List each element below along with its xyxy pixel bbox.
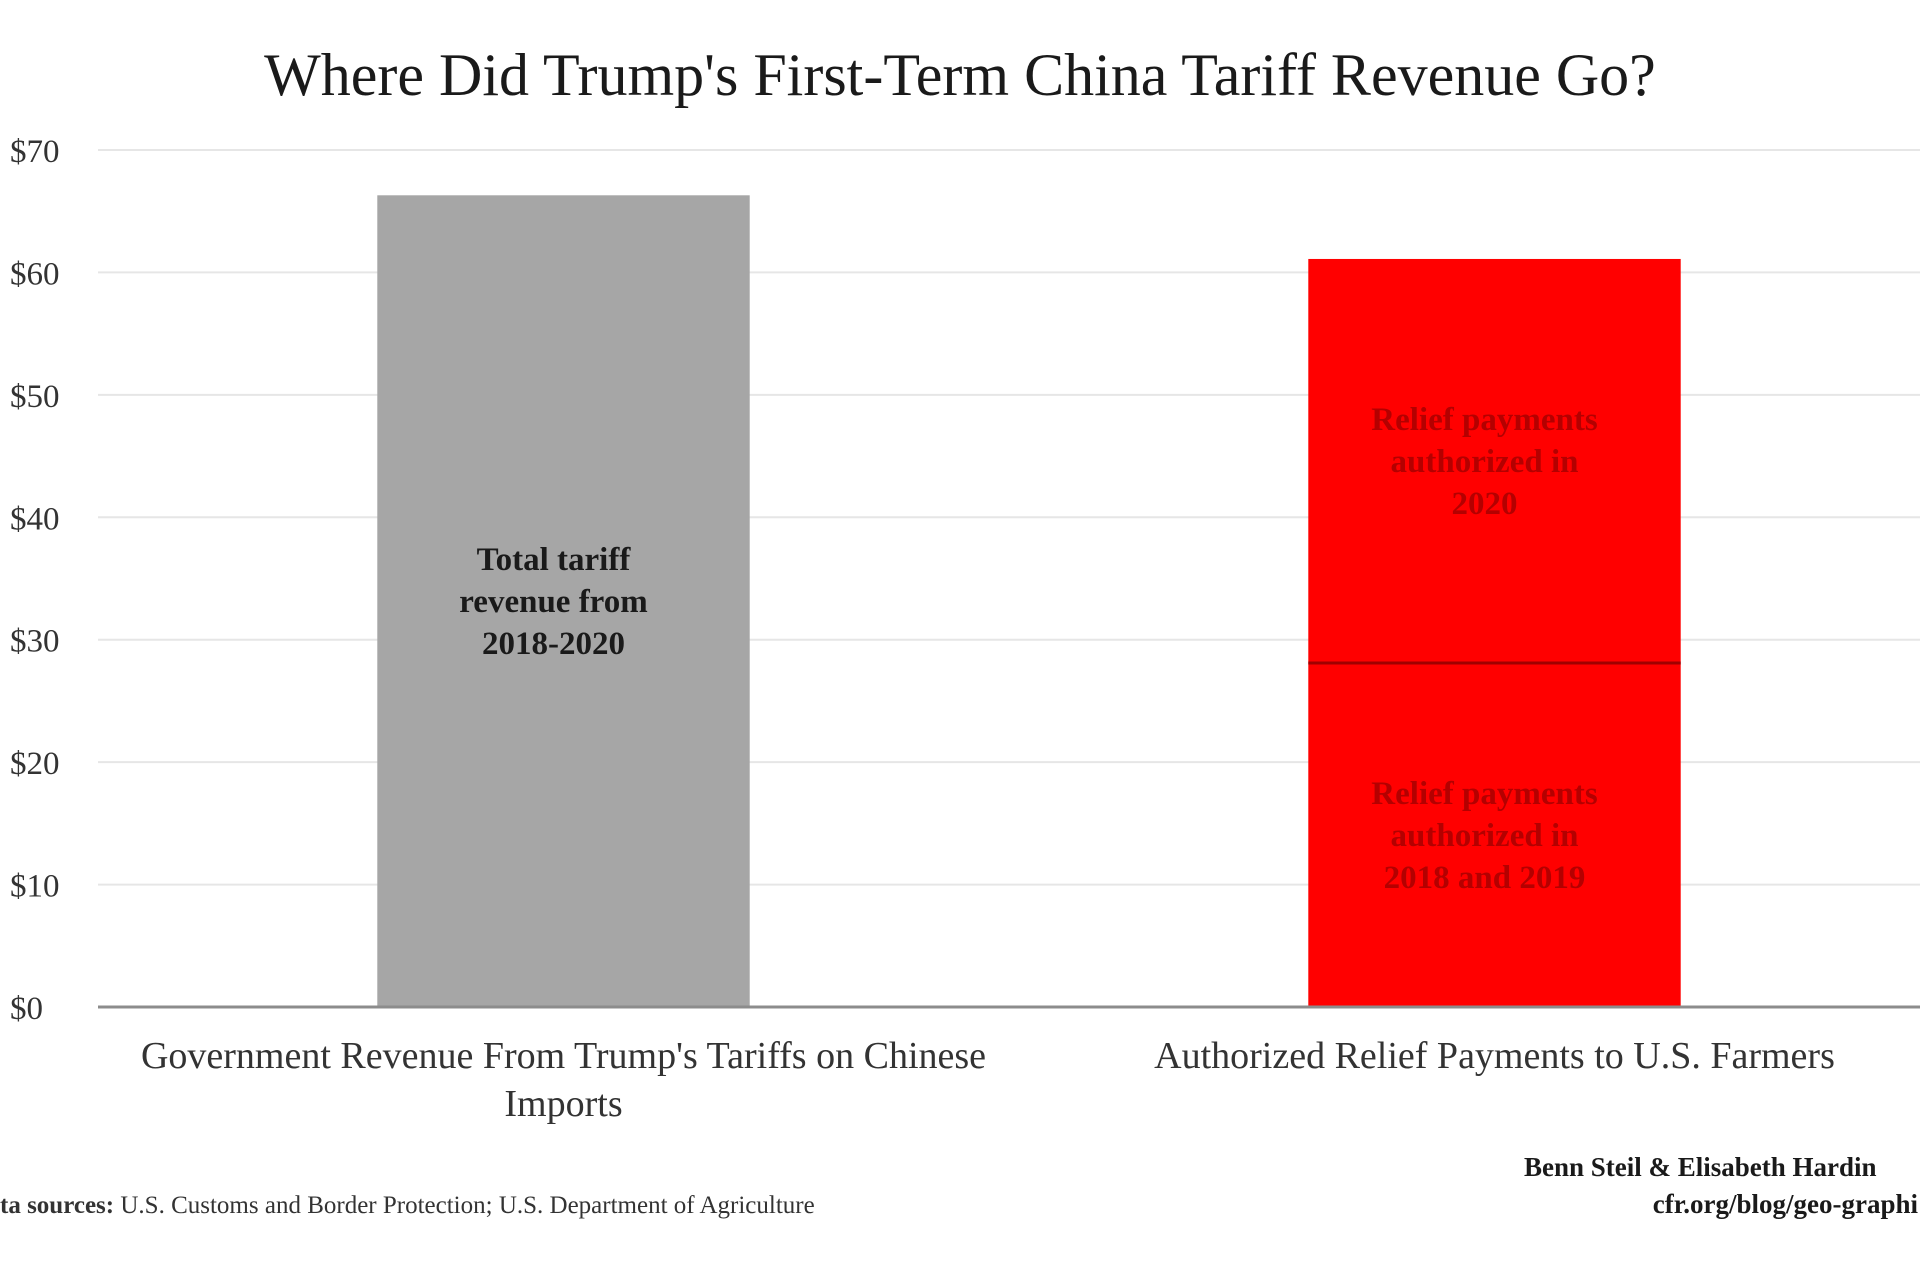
bar-segment — [1308, 258, 1681, 663]
data-sources-note: ta sources: U.S. Customs and Border Prot… — [0, 1192, 815, 1219]
credit-url: cfr.org/blog/geo-graphi — [1653, 1189, 1919, 1219]
chart-title: Where Did Trump's First-Term China Tarif… — [264, 42, 1656, 108]
x-axis-categories: Government Revenue From Trump's Tariffs … — [141, 1035, 1835, 1125]
x-category-label: Imports — [504, 1083, 622, 1125]
y-tick-label: $30 — [10, 624, 60, 660]
y-tick-label: $40 — [10, 501, 60, 537]
data-sources-text: U.S. Customs and Border Protection; U.S.… — [114, 1192, 815, 1219]
y-tick-label: $50 — [10, 379, 60, 415]
y-tick-label: $20 — [10, 746, 60, 782]
bar-segment-label: 2018-2020 — [482, 626, 625, 662]
credit-authors: Benn Steil & Elisabeth Hardin — [1524, 1152, 1877, 1182]
x-category-label: Authorized Relief Payments to U.S. Farme… — [1154, 1035, 1835, 1077]
y-tick-label: $60 — [10, 256, 60, 292]
bar-segment-label: 2020 — [1452, 486, 1518, 522]
bar-segment — [377, 195, 750, 1007]
bar-segment-label: revenue from — [459, 584, 647, 620]
y-tick-label: $10 — [10, 869, 60, 905]
bar-segment-label: Relief payments — [1371, 776, 1598, 812]
bar-segment-label: 2018 and 2019 — [1384, 860, 1586, 896]
bar-segment-label: authorized in — [1391, 444, 1579, 480]
y-tick-label: $0 — [10, 991, 43, 1027]
data-sources-label: ta sources: — [0, 1192, 114, 1219]
x-category-label: Government Revenue From Trump's Tariffs … — [141, 1035, 986, 1077]
bar-segment-label: Relief payments — [1371, 402, 1598, 438]
y-tick-label: $70 — [10, 134, 60, 170]
bars: Total tariff revenue from 2018-2020 Relief … — [377, 195, 1681, 1007]
bar-segment — [1308, 662, 1681, 1007]
y-axis-ticks: $0 $10 $20 $30 $40 $50 $60 $70 — [10, 134, 60, 1027]
bar-segment-label: Total tariff — [477, 542, 632, 578]
bar-segment-label: authorized in — [1391, 818, 1579, 854]
